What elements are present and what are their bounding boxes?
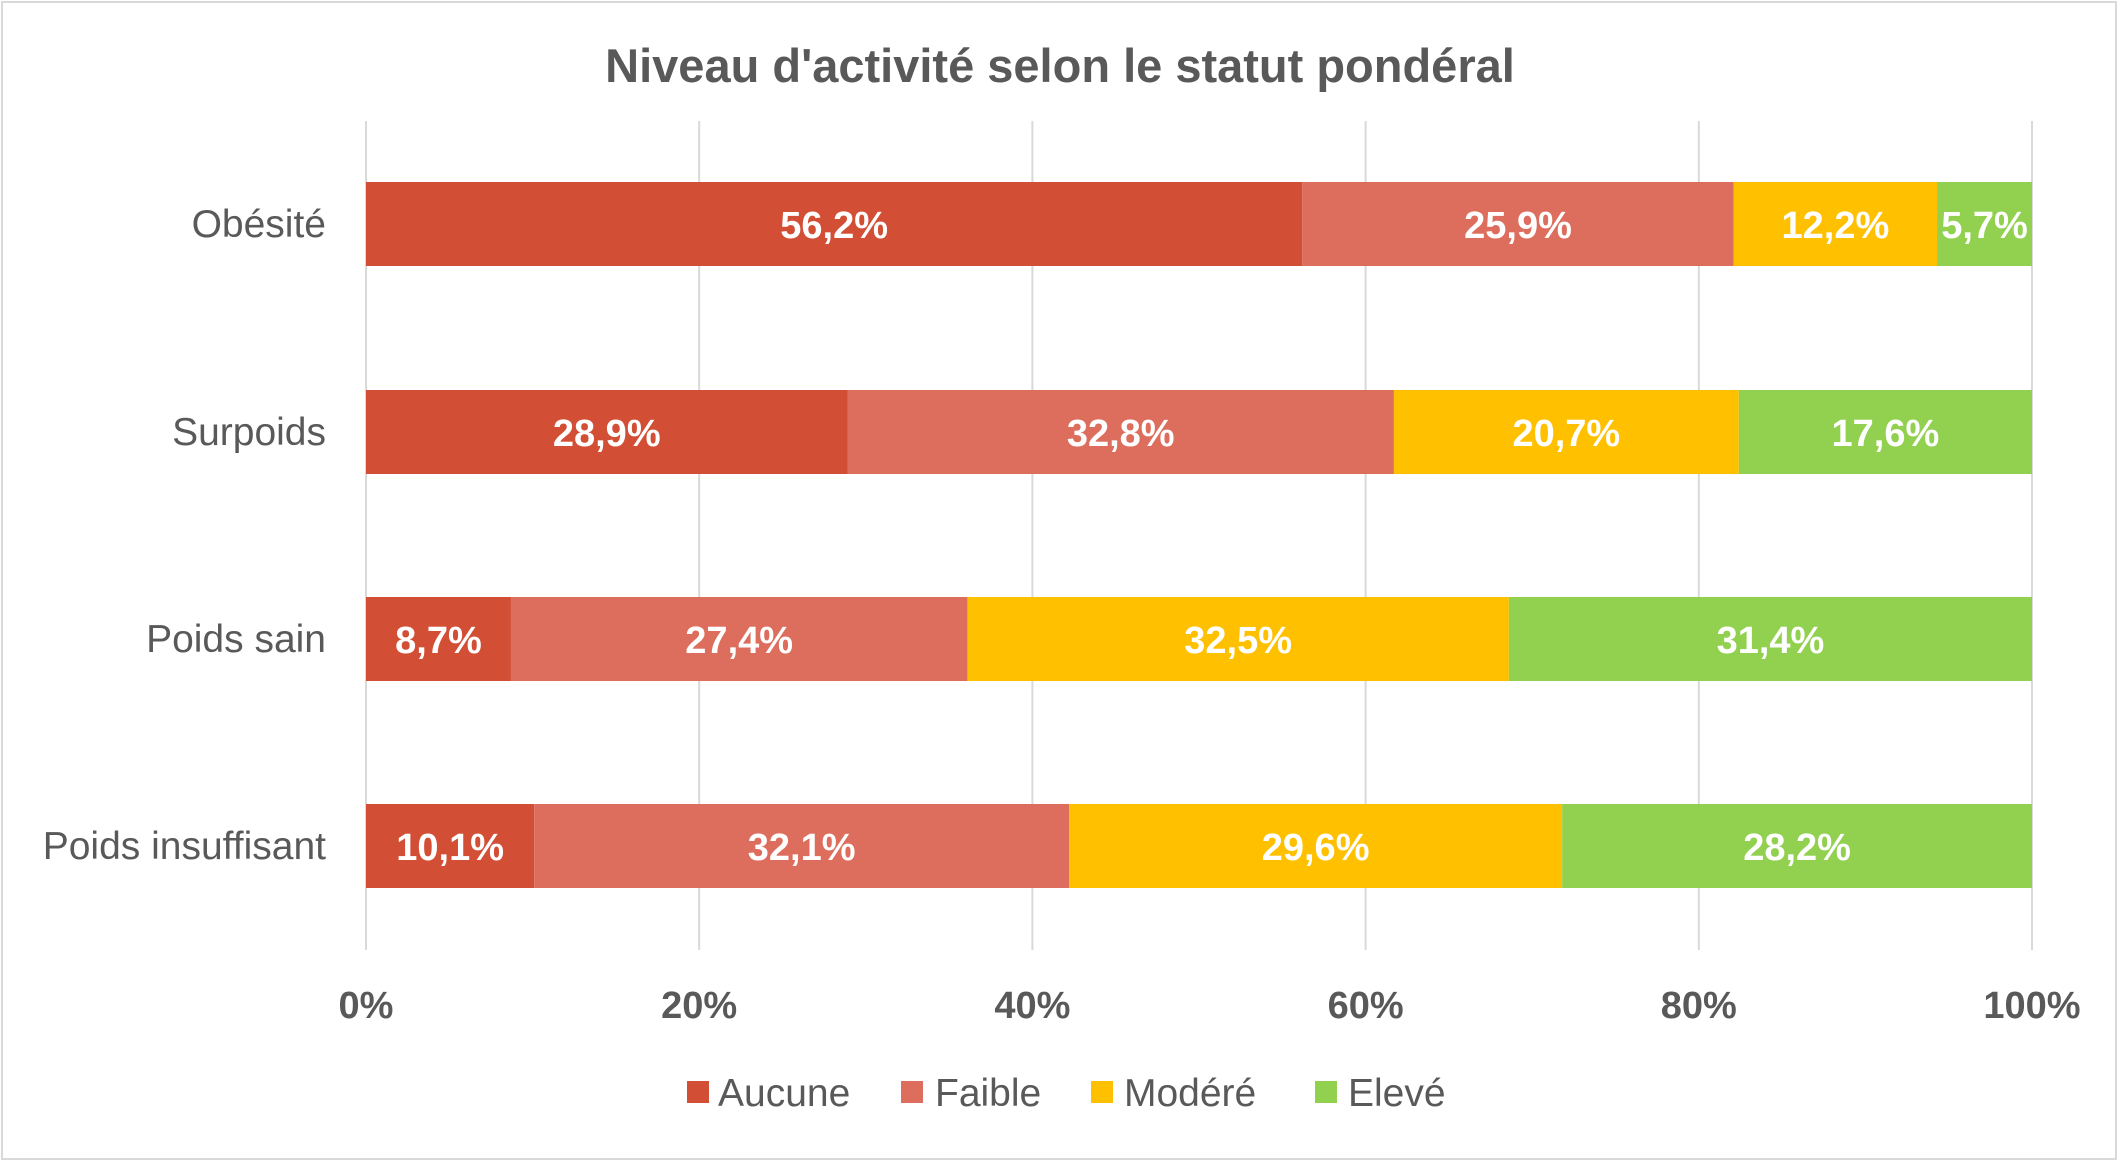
x-tick-label: 100% (1983, 985, 2080, 1027)
bar-segment (366, 182, 1303, 266)
category-axis-labels: Obésité Surpoids Poids sain Poids insuffisa… (43, 203, 326, 868)
x-tick-label: 20% (661, 985, 737, 1027)
bar-segment (1302, 182, 1734, 266)
chart-title: Niveau d'activité selon le statut pondér… (605, 39, 1515, 92)
bar-segment (967, 597, 1509, 681)
data-label: 20,7% (1512, 413, 1620, 455)
bar-segment (1508, 597, 2032, 681)
bars (366, 182, 2032, 888)
legend-label: Aucune (718, 1072, 850, 1115)
data-label: 8,7% (395, 620, 482, 662)
x-tick-label: 0% (339, 985, 394, 1027)
legend-swatch (1091, 1081, 1113, 1103)
bar-segment (366, 597, 511, 681)
bar-segment (534, 804, 1070, 888)
data-label: 17,6% (1832, 413, 1940, 455)
legend-swatch (687, 1081, 709, 1103)
data-label: 25,9% (1464, 205, 1572, 247)
category-label: Poids sain (146, 618, 326, 661)
legend: Aucune Faible Modéré Elevé (687, 1072, 1446, 1115)
data-labels: 56,2% 25,9% 12,2% 5,7% 28,9% 32,8% 20,7% 17,6% 8… (395, 205, 2028, 869)
legend-label: Elevé (1348, 1072, 1446, 1115)
category-label: Obésité (192, 203, 326, 246)
category-label: Poids insuffisant (43, 825, 326, 868)
legend-label: Faible (935, 1072, 1041, 1115)
bar-segment (1069, 804, 1563, 888)
bar-segment (1393, 390, 1739, 474)
x-tick-label: 40% (994, 985, 1070, 1027)
data-label: 27,4% (685, 620, 793, 662)
bar-segment (1562, 804, 2032, 888)
bar-segment (366, 390, 848, 474)
bar-segment (1733, 182, 1938, 266)
data-label: 10,1% (396, 827, 504, 869)
legend-label: Modéré (1124, 1072, 1256, 1115)
data-label: 12,2% (1782, 205, 1890, 247)
data-label: 56,2% (780, 205, 888, 247)
data-label: 28,9% (553, 413, 661, 455)
legend-swatch (1315, 1081, 1337, 1103)
legend-swatch (901, 1081, 923, 1103)
x-tick-label: 80% (1661, 985, 1737, 1027)
bar-segment (510, 597, 968, 681)
bar-segment (1738, 390, 2032, 474)
category-label: Surpoids (172, 411, 326, 454)
data-label: 32,5% (1184, 620, 1292, 662)
bar-segment (1937, 182, 2032, 266)
data-label: 32,8% (1067, 413, 1175, 455)
data-label: 5,7% (1941, 205, 2028, 247)
data-label: 29,6% (1262, 827, 1370, 869)
data-label: 28,2% (1743, 827, 1851, 869)
bar-segment (366, 804, 535, 888)
data-label: 32,1% (748, 827, 856, 869)
x-tick-label: 60% (1328, 985, 1404, 1027)
value-axis-labels: 0% 20% 40% 60% 80% 100% (339, 985, 2081, 1027)
bar-segment (847, 390, 1394, 474)
data-label: 31,4% (1717, 620, 1825, 662)
